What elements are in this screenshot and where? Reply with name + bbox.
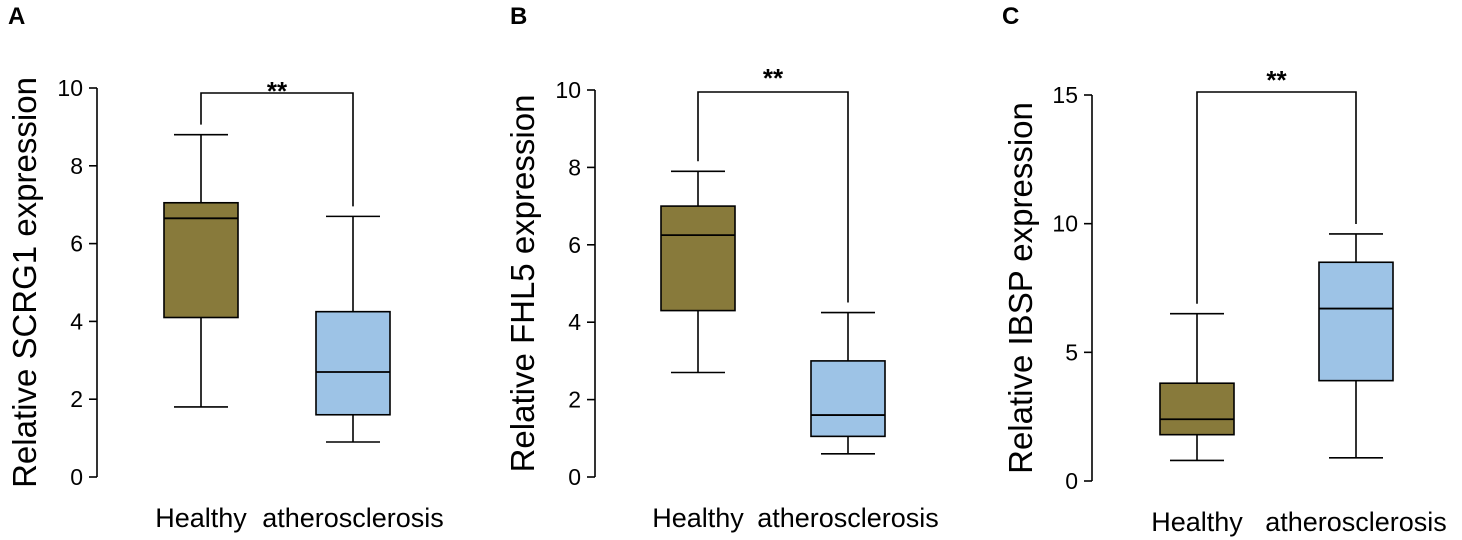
box-atherosclerosis — [315, 215, 391, 443]
category-label: Healthy — [1151, 507, 1243, 537]
category-label: Healthy — [155, 503, 247, 533]
box-atherosclerosis — [1318, 233, 1394, 459]
significance-bracket — [200, 92, 354, 207]
y-tick-label: 0 — [568, 464, 581, 490]
y-tick-label: 2 — [70, 386, 83, 412]
iqr-box — [810, 360, 886, 438]
category-label: atherosclerosis — [757, 503, 939, 533]
y-tick-label: 6 — [70, 231, 83, 257]
significance-label: ** — [763, 63, 784, 93]
panel-c: C Relative IBSP expression 0 5 10 15 Healthy at… — [1002, 3, 1447, 537]
significance-bracket — [1196, 91, 1357, 304]
y-tick-label: 0 — [1065, 468, 1078, 494]
y-tick-label: 4 — [568, 309, 581, 335]
y-axis-label: Relative SCRG1 expression — [6, 77, 43, 488]
y-tick-label: 6 — [568, 232, 581, 258]
iqr-box — [163, 201, 239, 319]
y-axis-label: Relative FHL5 expression — [504, 95, 541, 473]
iqr-box — [1318, 261, 1394, 382]
panel-b: B Relative FHL5 expression 0 2 4 6 8 10 Healthy a… — [504, 3, 939, 533]
category-label: atherosclerosis — [262, 503, 444, 533]
y-tick-label: 10 — [555, 77, 581, 103]
significance-label: ** — [1266, 65, 1287, 95]
y-tick-label: 0 — [70, 464, 83, 490]
y-tick-label: 4 — [70, 308, 83, 334]
box-healthy — [660, 170, 736, 374]
iqr-box — [315, 310, 391, 416]
y-tick-label: 10 — [1052, 211, 1078, 237]
y-axis-label: Relative IBSP expression — [1002, 102, 1039, 474]
iqr-box — [660, 205, 736, 312]
significance-bracket — [697, 91, 849, 303]
box-atherosclerosis — [810, 311, 886, 455]
panel-letter: A — [8, 3, 25, 30]
box-healthy — [163, 133, 239, 408]
y-tick-label: 15 — [1052, 82, 1078, 108]
y-tick-label: 10 — [57, 75, 83, 101]
category-label: Healthy — [652, 503, 744, 533]
panel-a: A Relative SCRG1 expression 0 2 4 6 8 10 Healthy… — [6, 3, 444, 533]
y-tick-label: 8 — [70, 153, 83, 179]
box-healthy — [1159, 312, 1235, 462]
y-tick-label: 8 — [568, 154, 581, 180]
panel-letter: B — [510, 3, 527, 30]
iqr-box — [1159, 382, 1235, 436]
panel-letter: C — [1002, 3, 1019, 30]
category-label: atherosclerosis — [1265, 507, 1447, 537]
significance-label: ** — [267, 76, 288, 106]
y-tick-label: 2 — [568, 387, 581, 413]
y-tick-label: 5 — [1065, 339, 1078, 365]
